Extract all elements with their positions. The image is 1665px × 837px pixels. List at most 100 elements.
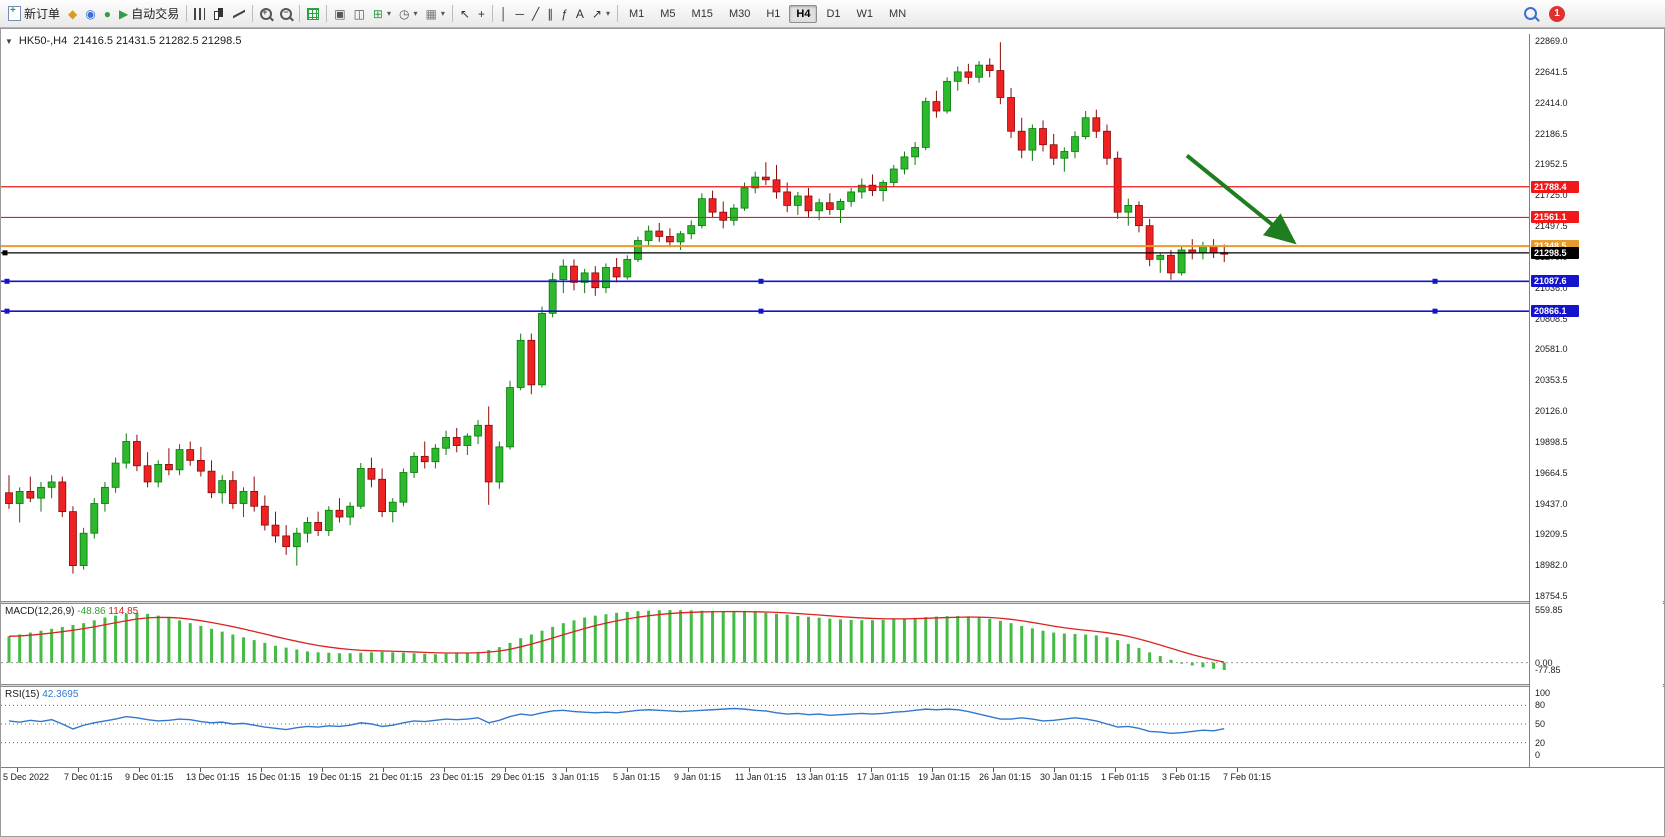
candle	[932, 90, 941, 118]
new-chart-icon: ⊞	[372, 6, 383, 21]
timeframe-m30[interactable]: M30	[728, 7, 751, 20]
cascade-windows-button[interactable]: ▣	[330, 3, 349, 25]
rsi-panel[interactable]	[1, 687, 1529, 767]
candle	[442, 430, 450, 455]
macd-panel[interactable]	[1, 604, 1529, 684]
time-tick-label: 29 Dec 01:15	[491, 772, 545, 782]
candle	[58, 476, 67, 518]
templates-button[interactable]: ▦ ▾	[422, 3, 449, 25]
time-tick-mark	[871, 768, 872, 772]
crosshair-button[interactable]: +	[474, 3, 489, 25]
timeframe-h4[interactable]: H4	[789, 4, 818, 23]
candle	[623, 255, 632, 280]
zoom-in-button[interactable]	[256, 3, 276, 25]
fibonacci-button[interactable]: ƒ	[557, 3, 572, 25]
rsi-tick-label: 20	[1535, 737, 1546, 748]
price-tick-label: 22641.5	[1535, 66, 1568, 77]
macd-label: MACD(12,26,9) -48.86 114.85	[5, 606, 138, 617]
price-tick-label: 19437.0	[1535, 498, 1568, 509]
profiles-button[interactable]: ◷ ▾	[395, 3, 422, 25]
tile-vertical-button[interactable]: ◫	[350, 3, 369, 25]
candle	[37, 481, 45, 512]
time-tick-mark	[444, 768, 445, 772]
candle	[431, 444, 440, 469]
tile-windows-button[interactable]	[303, 3, 323, 25]
candle	[1113, 151, 1122, 219]
candle	[538, 306, 546, 388]
new-chart-button[interactable]: ⊞ ▾	[369, 3, 395, 25]
rsi-name: RSI(15)	[5, 689, 40, 700]
panel-splitter[interactable]	[1, 601, 1664, 604]
candle	[879, 179, 888, 202]
candle	[196, 446, 205, 477]
trendline-button[interactable]: ╱	[528, 3, 543, 25]
candlestick-chart-button[interactable]	[209, 3, 229, 25]
timeframe-w1[interactable]: W1	[856, 7, 874, 20]
autotrading-button[interactable]: ▶ 自动交易	[115, 3, 183, 25]
trend-arrow[interactable]	[1185, 153, 1297, 245]
line-chart-icon	[233, 8, 245, 20]
line-handle[interactable]	[758, 278, 764, 284]
time-tick-mark	[1237, 768, 1238, 772]
zoom-in-icon	[260, 7, 273, 20]
horizontal-line-button[interactable]: ─	[511, 3, 528, 25]
notification-badge[interactable]: 1	[1549, 5, 1565, 22]
time-tick-label: 11 Jan 01:15	[735, 772, 787, 782]
timeframe-mn[interactable]: MN	[889, 7, 907, 20]
timeframe-m5[interactable]: M5	[660, 7, 676, 20]
time-tick-label: 3 Jan 01:15	[552, 772, 600, 782]
timeframe-h1[interactable]: H1	[766, 7, 781, 20]
horizontal-line-icon: ─	[515, 6, 524, 21]
candle	[975, 61, 983, 83]
candle	[324, 506, 333, 536]
candle	[47, 475, 56, 499]
candle	[111, 457, 120, 493]
time-axis[interactable]: 5 Dec 2022 7 Dec 01:15 9 Dec 01:15 13 Dec 0…	[1, 767, 1664, 787]
text-button[interactable]: A	[572, 3, 588, 25]
candle	[495, 441, 504, 489]
line-handle[interactable]	[4, 278, 10, 284]
bar-chart-button[interactable]	[190, 3, 209, 25]
time-tick-label: 9 Dec 01:15	[125, 772, 174, 782]
line-handle[interactable]	[758, 308, 764, 314]
rsi-tick-label: 80	[1535, 700, 1546, 711]
price-tag-21561.1: 21561.1	[1531, 211, 1579, 224]
timeframe-m1[interactable]: M1	[628, 7, 645, 20]
main-price-chart[interactable]	[1, 34, 1529, 601]
rsi-value: 42.3695	[42, 689, 79, 700]
candle	[857, 178, 866, 199]
line-handle[interactable]	[1432, 308, 1438, 314]
bar-chart-icon	[194, 7, 206, 20]
search-button[interactable]	[1520, 3, 1541, 25]
candle	[1092, 109, 1101, 138]
price-axis[interactable]: 22869.0 22641.5 22414.0 22186.5 21952.5 21725…	[1529, 34, 1663, 767]
arrows-button[interactable]: ↗ ▾	[588, 3, 614, 25]
zoom-out-button[interactable]	[276, 3, 296, 25]
line-handle[interactable]	[4, 308, 10, 314]
navigator-button[interactable]: ◉	[81, 3, 99, 25]
market-watch-button[interactable]: ◆	[64, 3, 81, 25]
channel-button[interactable]: ∥	[543, 3, 557, 25]
timeframe-d1[interactable]: D1	[826, 7, 841, 20]
line-chart-button[interactable]	[229, 3, 249, 25]
candle	[676, 231, 685, 250]
candle	[1209, 239, 1218, 259]
time-tick-mark	[1115, 768, 1116, 772]
candle	[708, 190, 717, 218]
line-handle[interactable]	[2, 250, 8, 256]
new-order-button[interactable]: 新订单	[4, 3, 64, 25]
vertical-line-button[interactable]: │	[496, 3, 512, 25]
candle	[783, 182, 792, 213]
time-tick-label: 5 Jan 01:15	[613, 772, 661, 782]
toolbar-right: 1	[1520, 3, 1661, 25]
collapse-panel-icon[interactable]: ▼	[5, 36, 13, 46]
line-handle[interactable]	[1432, 278, 1438, 284]
price-tag-21087.6: 21087.6	[1531, 275, 1579, 288]
panel-splitter[interactable]	[1, 684, 1664, 687]
candle	[612, 258, 621, 283]
candle	[1177, 245, 1186, 276]
terminal-button[interactable]: ●	[100, 3, 115, 25]
timeframe-m15[interactable]: M15	[691, 7, 713, 20]
cursor-button[interactable]: ↖	[456, 3, 474, 25]
